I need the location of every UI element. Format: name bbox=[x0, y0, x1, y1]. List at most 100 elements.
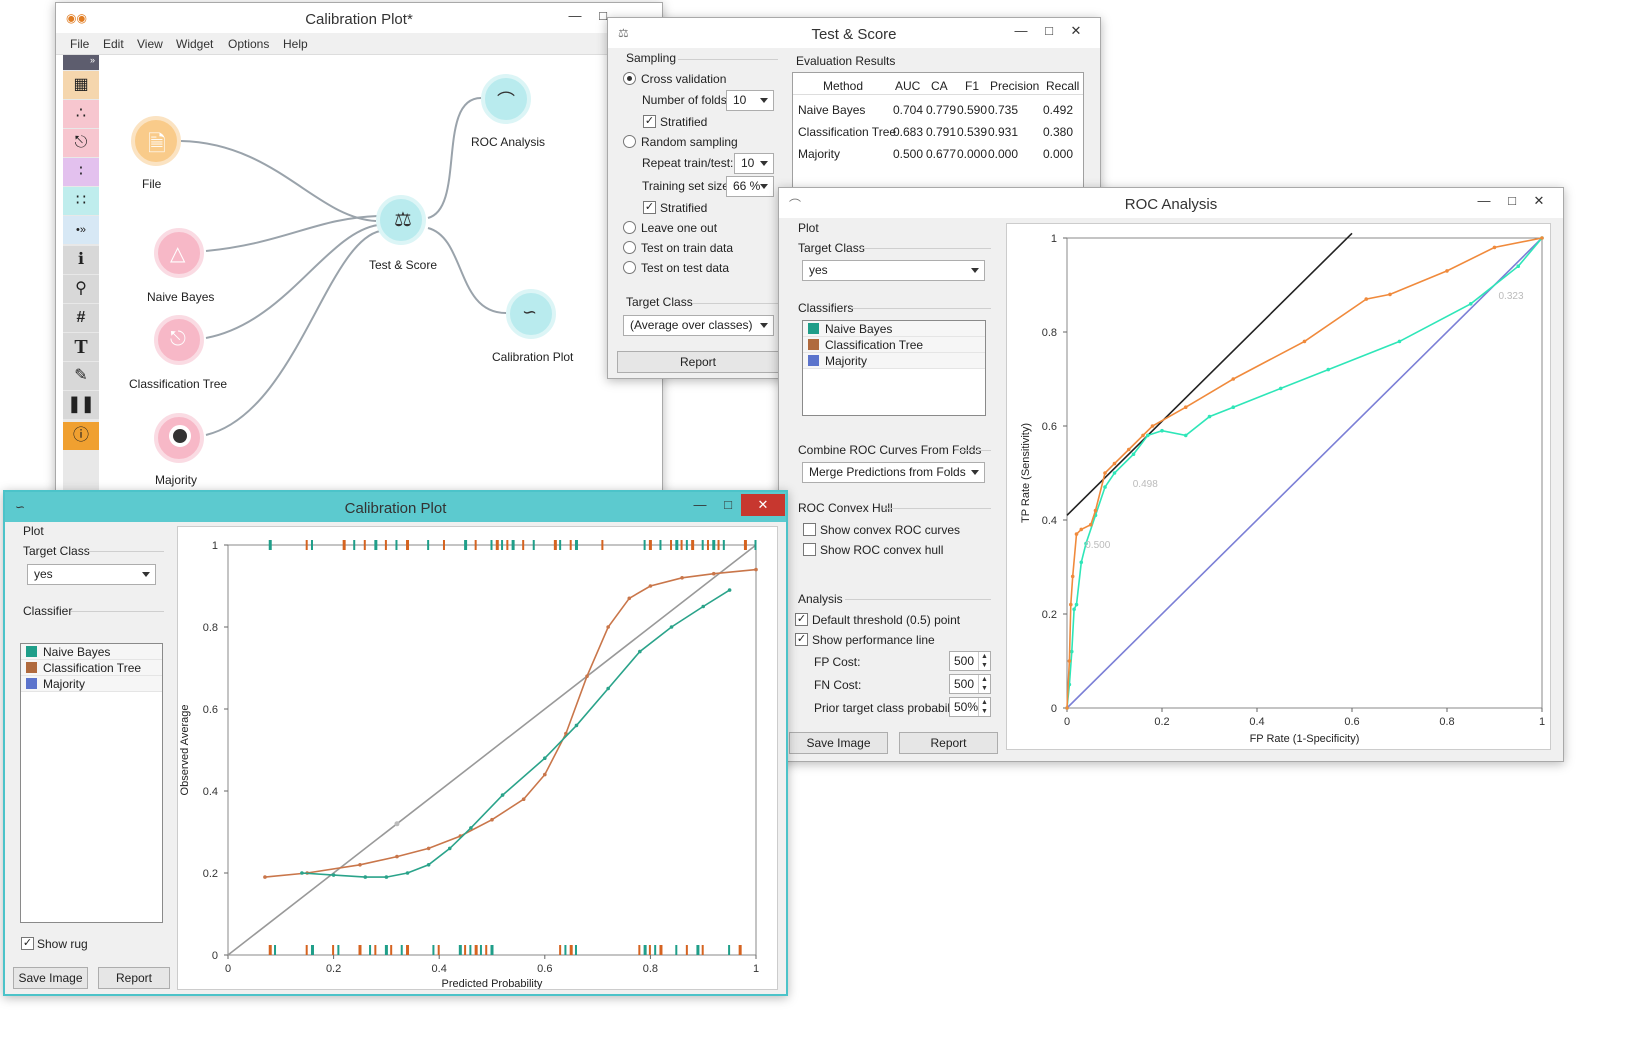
node-majority[interactable] bbox=[154, 413, 204, 463]
spin-arrows-icon[interactable]: ▲ ▼ bbox=[978, 652, 990, 670]
node-roc-analysis[interactable]: ⌒ bbox=[481, 74, 531, 124]
list-item[interactable]: Majority bbox=[803, 353, 985, 369]
data-point bbox=[669, 625, 674, 629]
target-class-combo[interactable]: yes bbox=[802, 260, 985, 281]
menu-edit[interactable]: Edit bbox=[103, 37, 124, 51]
cross-validation-radio[interactable] bbox=[623, 72, 636, 85]
prior-spinbox[interactable]: 50% ▲ ▼ bbox=[949, 697, 991, 717]
data-point bbox=[1207, 414, 1212, 419]
target-class-combo[interactable]: yes bbox=[27, 564, 156, 585]
list-item[interactable]: Naive Bayes bbox=[21, 644, 162, 660]
report-button[interactable]: Report bbox=[617, 351, 779, 373]
pen-icon[interactable]: ✎ bbox=[63, 362, 99, 390]
save-image-button[interactable]: Save Image bbox=[13, 967, 88, 989]
repeat-combo[interactable]: 10 bbox=[734, 153, 774, 174]
pause-icon[interactable]: ❚❚ bbox=[63, 391, 99, 419]
target-class-combo[interactable]: (Average over classes) bbox=[623, 315, 774, 336]
col-auc[interactable]: AUC bbox=[895, 79, 921, 93]
cell-ca: 0.677 bbox=[926, 147, 957, 161]
classifiers-list[interactable]: Naive Bayes Classification Tree Majority bbox=[802, 320, 986, 416]
node-calibration-plot[interactable]: ∽ bbox=[506, 289, 556, 339]
show-perf-line-checkbox[interactable]: ✓ bbox=[795, 633, 808, 646]
workflow-links bbox=[180, 97, 507, 436]
random-sampling-radio[interactable] bbox=[623, 135, 636, 148]
report-button[interactable]: Report bbox=[98, 967, 170, 989]
train-size-combo[interactable]: 66 % bbox=[726, 176, 774, 197]
maximize-button[interactable]: □ bbox=[599, 8, 607, 23]
menu-widget[interactable]: Widget bbox=[176, 37, 214, 51]
col-f1[interactable]: F1 bbox=[965, 79, 980, 93]
node-classification-tree[interactable]: ⎋ bbox=[154, 315, 204, 365]
maximize-button[interactable]: □ bbox=[1508, 193, 1516, 208]
repeat-value: 10 bbox=[741, 156, 755, 170]
report-button[interactable]: Report bbox=[899, 732, 998, 754]
classifier-list[interactable]: Naive Bayes Classification Tree Majority bbox=[20, 643, 163, 923]
link-file-test bbox=[180, 140, 377, 222]
close-button[interactable]: ✕ bbox=[741, 494, 785, 516]
save-image-button[interactable]: Save Image bbox=[789, 732, 888, 754]
grid-icon[interactable]: ∷ bbox=[63, 187, 99, 215]
col-ca[interactable]: CA bbox=[931, 79, 948, 93]
menu-file[interactable]: File bbox=[70, 37, 90, 51]
scatter-icon[interactable]: ∶ bbox=[63, 158, 99, 186]
minimize-button[interactable]: — bbox=[568, 8, 582, 23]
rug-mark bbox=[574, 945, 577, 955]
scatter-plot-icon[interactable]: ∴ bbox=[63, 100, 99, 128]
menu-view[interactable]: View bbox=[137, 37, 163, 51]
show-convex-curves-checkbox[interactable] bbox=[803, 523, 816, 536]
search-icon[interactable]: ⚲ bbox=[63, 275, 99, 303]
show-convex-hull-checkbox[interactable] bbox=[803, 543, 816, 556]
spin-arrows-icon[interactable]: ▲ ▼ bbox=[978, 675, 990, 693]
maximize-button[interactable]: □ bbox=[1045, 23, 1053, 38]
expand-icon[interactable]: •» bbox=[63, 216, 99, 244]
table-icon[interactable]: ▦ bbox=[63, 71, 99, 99]
fp-cost-spinbox[interactable]: 500 ▲ ▼ bbox=[949, 651, 991, 671]
list-item[interactable]: Classification Tree bbox=[803, 337, 985, 353]
menu-options[interactable]: Options bbox=[228, 37, 270, 51]
maximize-button[interactable]: □ bbox=[724, 497, 732, 512]
node-file[interactable]: 🗎 bbox=[131, 116, 181, 166]
toolbox-expand-button[interactable]: » bbox=[63, 55, 99, 70]
node-test-score[interactable]: ⚖ bbox=[376, 195, 426, 245]
help-icon[interactable]: ⓘ bbox=[63, 422, 99, 450]
text-icon[interactable]: T bbox=[63, 333, 99, 361]
node-naive-bayes[interactable]: △ bbox=[154, 228, 204, 278]
hash-icon[interactable]: # bbox=[63, 304, 99, 332]
table-row[interactable]: Classification Tree 0.683 0.791 0.539 0.… bbox=[793, 123, 1083, 143]
show-rug-checkbox[interactable]: ✓ bbox=[21, 937, 34, 950]
spin-arrows-icon[interactable]: ▲ ▼ bbox=[978, 698, 990, 716]
link-test-calib[interactable] bbox=[427, 227, 507, 314]
test-on-test-radio[interactable] bbox=[623, 261, 636, 274]
col-precision[interactable]: Precision bbox=[990, 79, 1040, 93]
link-test-roc[interactable] bbox=[427, 97, 482, 219]
stratified-checkbox[interactable]: ✓ bbox=[643, 115, 656, 128]
test-on-train-radio[interactable] bbox=[623, 241, 636, 254]
list-item[interactable]: Naive Bayes bbox=[803, 321, 985, 337]
x-tick-label: 0.8 bbox=[1439, 716, 1454, 728]
combine-combo[interactable]: Merge Predictions from Folds bbox=[802, 462, 985, 483]
show-convex-hull-label: Show ROC convex hull bbox=[820, 543, 944, 557]
close-button[interactable]: ✕ bbox=[1533, 193, 1545, 208]
tree-icon[interactable]: ⎋ bbox=[63, 129, 99, 157]
minimize-button[interactable]: — bbox=[693, 497, 707, 512]
stratified2-checkbox[interactable]: ✓ bbox=[643, 201, 656, 214]
list-item[interactable]: Majority bbox=[21, 676, 162, 692]
col-method[interactable]: Method bbox=[823, 79, 864, 93]
table-row[interactable]: Majority 0.500 0.677 0.000 0.000 0.000 bbox=[793, 145, 1083, 165]
minimize-button[interactable]: — bbox=[1014, 23, 1028, 38]
fn-cost-spinbox[interactable]: 500 ▲ ▼ bbox=[949, 674, 991, 694]
col-recall[interactable]: Recall bbox=[1046, 79, 1080, 93]
info-icon[interactable]: ℹ bbox=[63, 246, 99, 274]
default-threshold-checkbox[interactable]: ✓ bbox=[795, 613, 808, 626]
calibration-chart[interactable]: 0 0.2 0.4 0.6 0.8 1 0 0.2 0.4 0.6 0.8 1 Predicted Pr… bbox=[177, 526, 778, 990]
minimize-button[interactable]: — bbox=[1477, 193, 1491, 208]
menu-help[interactable]: Help bbox=[283, 37, 308, 51]
link-bayes-test bbox=[205, 215, 379, 252]
table-row[interactable]: Naive Bayes 0.704 0.779 0.590 0.735 0.49… bbox=[793, 101, 1083, 121]
list-item[interactable]: Classification Tree bbox=[21, 660, 162, 676]
data-point bbox=[1079, 560, 1084, 565]
roc-chart[interactable]: 0 0.2 0.4 0.6 0.8 1 0 0.2 0.4 0.6 0.8 1 FP Rate (1-S… bbox=[1006, 223, 1551, 750]
folds-combo[interactable]: 10 bbox=[726, 90, 774, 111]
close-button[interactable]: ✕ bbox=[1070, 23, 1082, 38]
leave-one-out-radio[interactable] bbox=[623, 221, 636, 234]
